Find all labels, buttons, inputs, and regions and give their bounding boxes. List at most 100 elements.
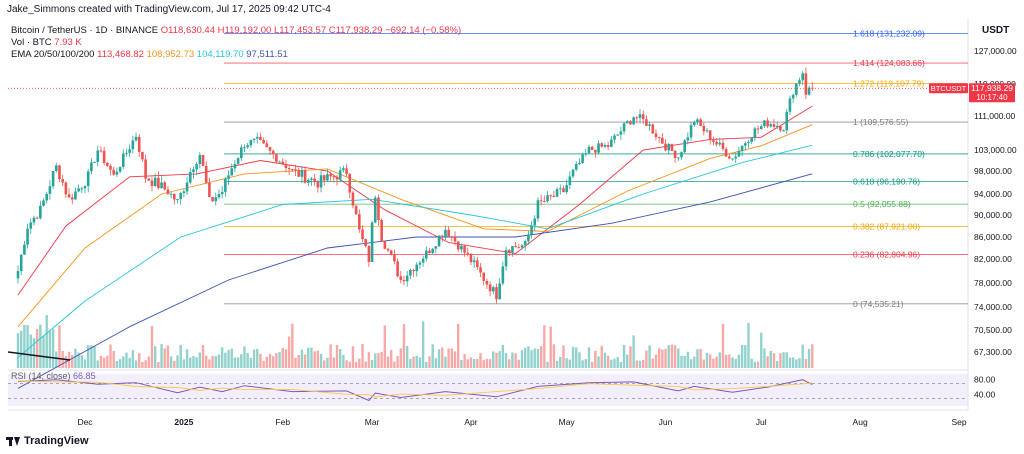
volume-bar <box>141 361 144 368</box>
candle-body <box>759 126 763 130</box>
volume-bar <box>626 354 629 368</box>
time-tick-label: 2025 <box>174 417 193 427</box>
volume-bar <box>252 349 256 368</box>
volume-bar <box>80 355 84 368</box>
volume-bar <box>342 354 345 368</box>
price-tag-bg[interactable] <box>969 83 1015 103</box>
symbol-title: Bitcoin / TetherUS · 1D · BINANCE <box>11 25 159 36</box>
volume-bar <box>182 359 186 368</box>
candle-body <box>584 153 588 155</box>
candle-body <box>249 139 253 146</box>
currency-label[interactable]: USDT <box>982 25 1010 36</box>
fib-level-label: 0.618 (96,190.76) <box>853 176 920 186</box>
candle-body <box>211 197 214 202</box>
candle-body <box>431 248 434 254</box>
volume-bar <box>32 338 36 368</box>
candle-body <box>185 182 189 192</box>
candle-body <box>23 244 26 255</box>
candle-body <box>565 185 568 193</box>
volume-bar <box>284 349 288 368</box>
volume-bar <box>798 358 801 368</box>
volume-bar <box>610 359 613 368</box>
candle-body <box>705 130 709 132</box>
candle-body <box>51 170 55 187</box>
candle-body <box>804 73 808 95</box>
candle-body <box>775 126 779 128</box>
volume-bar <box>374 353 377 368</box>
volume-bar <box>425 361 428 368</box>
candle-body <box>456 241 460 250</box>
volume-bar <box>329 344 332 368</box>
time-tick-label: Aug <box>853 417 868 427</box>
volume-bar <box>236 357 240 368</box>
volume-bar <box>351 346 355 368</box>
candle-body <box>239 147 243 159</box>
tradingview-logo[interactable]: TradingView <box>6 435 89 447</box>
candle-body <box>358 214 361 230</box>
candle-body <box>756 128 760 130</box>
volume-bar <box>48 330 52 368</box>
volume-bar <box>402 324 406 368</box>
candle-body <box>147 178 151 181</box>
volume-bar <box>386 356 390 368</box>
volume-bar <box>160 344 163 368</box>
candle-body <box>383 241 387 249</box>
volume-bar <box>581 360 584 368</box>
candle-body <box>625 121 629 124</box>
volume-bar <box>715 356 718 368</box>
price-tick-label: 86,000.00 <box>974 232 1012 242</box>
candle-body <box>157 177 160 189</box>
candle-body <box>587 146 591 154</box>
ema-legend[interactable]: EMA 20/50/100/200 113,468.82 108,952.73 … <box>11 49 288 60</box>
candle-body <box>664 143 667 151</box>
volume-bar <box>307 347 310 368</box>
volume-bar <box>705 352 709 368</box>
candle-body <box>622 123 626 132</box>
volume-bar <box>760 332 763 368</box>
candle-body <box>801 73 805 81</box>
volume-bar <box>811 344 814 368</box>
candle-body <box>737 150 741 157</box>
candle-body <box>795 83 798 95</box>
candle-body <box>673 150 677 159</box>
candle-body <box>412 269 415 272</box>
candle-body <box>354 205 358 215</box>
candle-body <box>118 166 122 172</box>
volume-bar <box>772 353 776 368</box>
rsi-label: RSI (14, close) <box>11 371 71 381</box>
candle-body <box>491 287 495 292</box>
candle-body <box>61 179 64 183</box>
price-tick-label: 74,000.00 <box>974 302 1012 312</box>
volume-bar <box>153 346 157 368</box>
candle-body <box>798 80 801 84</box>
volume-bar <box>348 361 351 368</box>
candle-body <box>507 249 511 253</box>
volume-bar <box>393 361 396 368</box>
volume-bar <box>441 347 444 368</box>
volume-bar <box>217 354 221 368</box>
volume-bar <box>769 350 773 368</box>
volume-bar <box>214 356 217 368</box>
candle-body <box>67 194 71 198</box>
candle-body <box>574 164 578 170</box>
candle-body <box>699 119 702 126</box>
volume-bar <box>795 359 798 368</box>
candle-body <box>335 176 339 180</box>
candle-body <box>373 197 377 223</box>
tradingview-icon <box>6 436 20 446</box>
ema50-value: 108,952.73 <box>146 49 195 60</box>
ema-label: EMA 20/50/100/200 <box>11 49 95 60</box>
symbol-legend[interactable]: Bitcoin / TetherUS · 1D · BINANCE O118,6… <box>11 25 461 36</box>
candle-body <box>520 245 524 248</box>
volume-bar <box>775 361 779 368</box>
volume-legend[interactable]: Vol · BTC 7.93 K <box>11 37 82 48</box>
rsi-tick-label: 80.00 <box>974 375 996 385</box>
candle-body <box>511 246 514 253</box>
candle-body <box>310 178 313 180</box>
volume-bar <box>527 346 530 368</box>
candle-body <box>389 250 393 255</box>
volume-bar <box>297 355 300 368</box>
rsi-legend[interactable]: RSI (14, close) 66.85 <box>11 371 96 381</box>
volume-bar <box>134 360 138 368</box>
